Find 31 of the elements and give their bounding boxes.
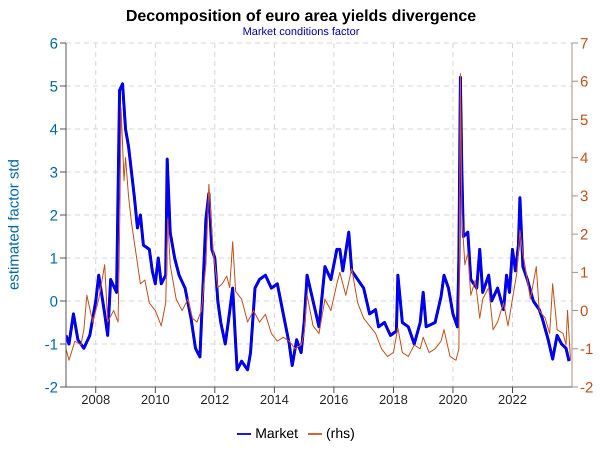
x-tick-label: 2010 [140, 392, 170, 408]
y-tick-label: 0 [50, 293, 58, 310]
chart-title: Decomposition of euro area yields divergence [124, 8, 478, 26]
legend-label: (rhs) [326, 425, 355, 441]
y2-tick-label: 4 [580, 150, 588, 167]
y-tick-label: 3 [50, 164, 58, 182]
x-tick-label: 2008 [81, 392, 110, 408]
y2-tick-label: 0 [580, 302, 588, 320]
legend-label: Market [255, 425, 298, 441]
x-tick-label: 2014 [260, 392, 289, 408]
chart-subtitle: Market conditions factor [242, 26, 360, 38]
y2-tick-label: 7 [580, 35, 588, 52]
y-tick-label: 6 [50, 35, 58, 52]
y2-tick-label: 5 [580, 112, 588, 129]
y2-tick-label: -1 [580, 341, 594, 358]
x-tick-label: 2022 [498, 392, 527, 408]
y-tick-label: 5 [50, 78, 58, 96]
y-tick-label: 2 [50, 207, 58, 224]
y-tick-label: -1 [44, 336, 58, 354]
x-tick-label: 2016 [319, 392, 348, 408]
y2-tick-label: 3 [580, 188, 588, 206]
x-tick-label: 2020 [438, 392, 468, 408]
x-tick-label: 2018 [378, 392, 408, 408]
y-tick-label: 4 [50, 121, 58, 138]
y2-tick-label: 1 [580, 264, 588, 282]
y-tick-label: -2 [44, 379, 58, 396]
y2-tick-label: 6 [580, 74, 588, 91]
y2-tick-label: -2 [580, 379, 594, 396]
y-tick-label: 1 [50, 250, 58, 268]
y2-tick-label: 2 [580, 226, 588, 244]
x-tick-label: 2012 [200, 392, 230, 408]
